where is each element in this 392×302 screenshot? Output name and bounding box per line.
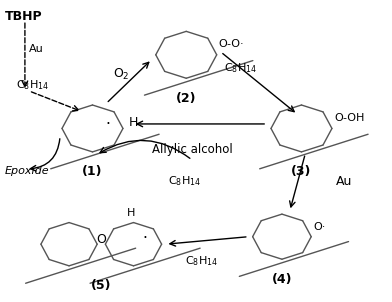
- Text: C$_8$H$_{14}$: C$_8$H$_{14}$: [185, 254, 218, 268]
- Text: (3): (3): [291, 165, 312, 178]
- Text: ·: ·: [105, 117, 110, 132]
- Text: C$_8$H$_{14}$: C$_8$H$_{14}$: [16, 78, 49, 92]
- Text: Epoxide: Epoxide: [5, 165, 49, 175]
- Text: C$_8$H$_{14}$: C$_8$H$_{14}$: [168, 174, 201, 188]
- Text: O-O·: O-O·: [219, 39, 244, 49]
- Text: H: H: [129, 116, 138, 129]
- Text: ·: ·: [143, 231, 148, 246]
- Text: (5): (5): [91, 279, 112, 292]
- Text: (4): (4): [272, 273, 292, 286]
- Text: Allylic alcohol: Allylic alcohol: [152, 143, 232, 156]
- Text: Au: Au: [336, 175, 352, 188]
- Text: H: H: [127, 208, 136, 218]
- Text: TBHP: TBHP: [5, 10, 42, 23]
- Text: O·: O·: [313, 222, 326, 232]
- Text: (2): (2): [176, 92, 196, 105]
- Text: C$_8$H$_{14}$: C$_8$H$_{14}$: [224, 61, 258, 75]
- Text: (1): (1): [82, 165, 103, 178]
- Text: O$_2$: O$_2$: [114, 67, 130, 82]
- Text: O-OH: O-OH: [334, 113, 364, 123]
- Text: O: O: [96, 233, 106, 246]
- Text: Au: Au: [29, 44, 44, 54]
